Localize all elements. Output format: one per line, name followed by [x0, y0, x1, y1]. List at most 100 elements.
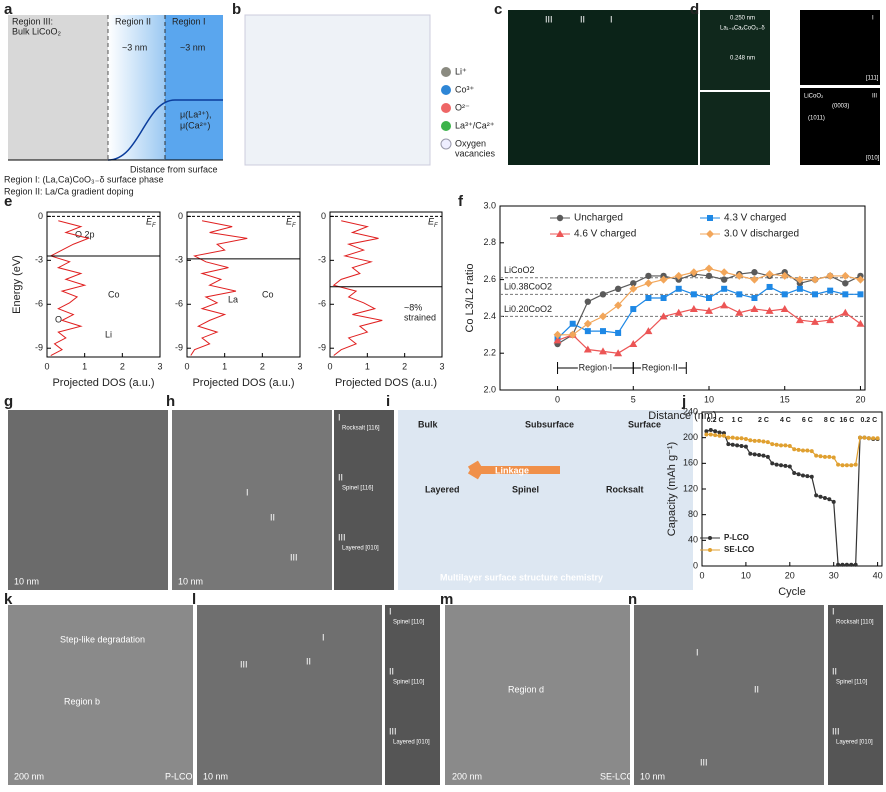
image-label: 0.250 nm — [730, 16, 755, 22]
marker — [599, 328, 606, 335]
marker — [831, 455, 836, 460]
region-label: III — [545, 14, 553, 24]
x-tick-label: 30 — [829, 570, 839, 580]
image-label: I — [872, 16, 874, 22]
x-tick-label: 3 — [157, 361, 162, 371]
marker — [792, 470, 797, 475]
region-box-label: I — [696, 647, 699, 657]
rate-label: 2 C — [758, 417, 769, 424]
x-tick-label: 0 — [184, 361, 189, 371]
marker — [800, 473, 805, 478]
y-tick-label: 3.0 — [483, 200, 496, 210]
marker — [708, 432, 713, 437]
image-label: [010] — [866, 156, 880, 162]
plot-frame — [499, 205, 866, 391]
x-axis-label: Projected DOS (a.u.) — [52, 377, 154, 389]
marker — [875, 436, 880, 441]
marker — [752, 438, 757, 443]
marker — [783, 463, 788, 468]
stem-image — [508, 10, 698, 165]
marker — [871, 436, 876, 441]
legend-label: Uncharged — [574, 213, 623, 224]
marker — [765, 270, 774, 279]
fft-image — [800, 88, 880, 165]
legend-icon — [441, 103, 451, 113]
marker — [811, 317, 820, 325]
marker — [704, 429, 709, 434]
marker — [795, 275, 804, 284]
marker — [757, 452, 762, 457]
legend-marker — [556, 214, 564, 222]
header: Bulk — [418, 419, 438, 429]
marker — [774, 462, 779, 467]
x-tick-label: 2 — [402, 361, 407, 371]
x-tick-label: 20 — [855, 394, 865, 404]
rate-label: 8 C — [824, 417, 835, 424]
marker — [659, 275, 668, 284]
span-label: Region II — [642, 362, 678, 372]
image-label: (1011) — [808, 116, 825, 122]
x-tick-label: 0 — [327, 361, 332, 371]
axis-label: Distance from surface — [130, 164, 218, 174]
note: Region I: (La,Ca)CoO₃₋δ surface phase — [4, 174, 164, 184]
panel-letter: a — [4, 1, 13, 18]
marker — [757, 438, 762, 443]
image-label: P-LCO — [165, 771, 193, 781]
reference-label: Li0.38CoO2 — [504, 282, 552, 292]
fermi-label: EF — [428, 216, 438, 228]
y-axis-label: Energy (eV) — [11, 255, 23, 314]
region-iii — [8, 15, 108, 160]
marker — [811, 275, 820, 284]
legend-marker — [707, 215, 713, 221]
tem-image — [8, 605, 193, 785]
y-tick-label: -6 — [35, 299, 43, 309]
inset-label: III — [338, 532, 346, 542]
inset-label: I — [389, 606, 392, 616]
marker — [706, 295, 713, 301]
panel-letter: e — [4, 193, 12, 210]
region-box-label: III — [290, 552, 298, 562]
inset-label: Spinel [110] — [393, 680, 425, 686]
region-box-label: III — [240, 659, 248, 669]
marker — [726, 435, 731, 440]
dos-curve — [49, 220, 91, 356]
marker — [645, 272, 652, 280]
legend-label: SE-LCO — [724, 545, 754, 554]
marker — [736, 291, 743, 298]
image-label: Region d — [508, 684, 544, 694]
inset-label: II — [389, 666, 394, 676]
tem-image — [8, 410, 168, 590]
subscript: F — [434, 223, 438, 229]
panel-letter: n — [628, 591, 637, 608]
marker — [752, 452, 757, 457]
fft-insets — [828, 605, 883, 785]
inset-label: Rocksalt [110] — [836, 620, 874, 626]
marker — [779, 463, 784, 468]
region-i — [165, 15, 223, 160]
annotation: Co — [108, 289, 120, 299]
marker — [818, 454, 823, 459]
marker — [866, 436, 871, 441]
marker — [831, 499, 836, 504]
caption: Multilayer surface structure chemistry — [440, 572, 603, 582]
region-label: Region III: — [12, 16, 53, 26]
marker — [795, 316, 804, 324]
legend-label: Oxygen — [455, 138, 486, 148]
marker — [849, 463, 854, 468]
x-tick-label: 15 — [780, 394, 790, 404]
marker — [721, 433, 726, 438]
marker — [553, 336, 562, 344]
marker — [836, 462, 841, 467]
region-label: Region I — [172, 16, 206, 26]
x-tick-label: 1 — [222, 361, 227, 371]
marker — [713, 429, 718, 434]
reference-label: Li0.20CoO2 — [504, 304, 552, 314]
marker — [826, 271, 835, 280]
annotation: O — [55, 314, 62, 324]
plot-frame — [701, 411, 883, 567]
scale-label: 10 nm — [640, 771, 665, 781]
marker — [630, 306, 637, 313]
marker — [598, 347, 607, 355]
fermi-label: EF — [146, 216, 156, 228]
